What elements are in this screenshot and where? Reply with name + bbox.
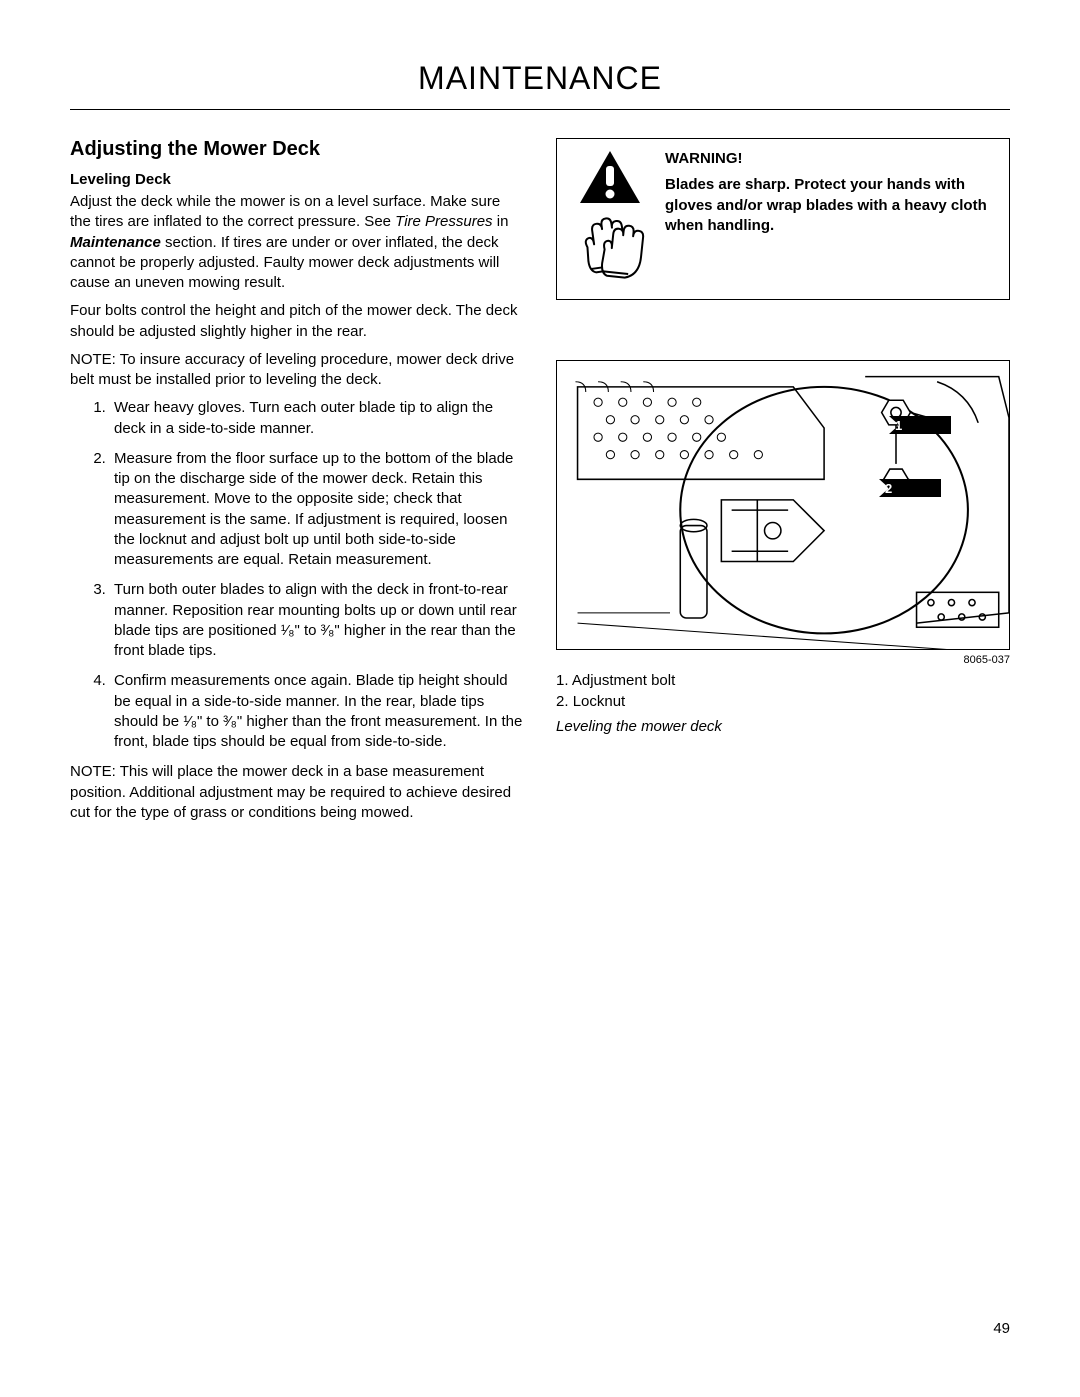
warning-icon-group bbox=[565, 149, 655, 287]
legend-1: Adjustment bolt bbox=[572, 672, 675, 689]
p1-ital: Tire Pressures bbox=[395, 213, 492, 230]
right-column: WARNING! Blades are sharp. Protect your … bbox=[556, 138, 1010, 831]
warning-body: Blades are sharp. Protect your hands wit… bbox=[665, 176, 987, 234]
warning-box: WARNING! Blades are sharp. Protect your … bbox=[556, 138, 1010, 300]
section-heading: Adjusting the Mower Deck bbox=[70, 138, 524, 161]
steps-list: Wear heavy gloves. Turn each outer blade… bbox=[70, 398, 524, 752]
intro-paragraph-1: Adjust the deck while the mower is on a … bbox=[70, 192, 524, 293]
sub-heading: Leveling Deck bbox=[70, 171, 524, 188]
step-2: Measure from the floor surface up to the… bbox=[110, 449, 524, 571]
figure-caption: Leveling the mower deck bbox=[556, 718, 1010, 735]
step-4: Confirm measurements once again. Blade t… bbox=[110, 671, 524, 752]
step-3: Turn both outer blades to align with the… bbox=[110, 580, 524, 661]
legend-2: Locknut bbox=[573, 693, 626, 710]
note-2: NOTE: This will place the mower deck in … bbox=[70, 762, 524, 823]
alert-triangle-icon bbox=[578, 149, 642, 205]
figure: 1 2 8065-037 1. Adjustment bolt 2. Lockn… bbox=[556, 360, 1010, 735]
figure-legend: 1. Adjustment bolt 2. Locknut bbox=[556, 670, 1010, 712]
p1-b: in bbox=[493, 213, 509, 230]
figure-code: 8065-037 bbox=[556, 654, 1010, 666]
deck-diagram-icon bbox=[557, 361, 1009, 649]
step-1: Wear heavy gloves. Turn each outer blade… bbox=[110, 398, 524, 439]
warning-text: WARNING! Blades are sharp. Protect your … bbox=[665, 149, 997, 236]
warning-title: WARNING! bbox=[665, 149, 997, 169]
intro-paragraph-2: Four bolts control the height and pitch … bbox=[70, 301, 524, 342]
page-title: MAINTENANCE bbox=[70, 60, 1010, 110]
p1-bital: Maintenance bbox=[70, 234, 161, 251]
left-column: Adjusting the Mower Deck Leveling Deck A… bbox=[70, 138, 524, 831]
page-number: 49 bbox=[993, 1320, 1010, 1337]
figure-frame: 1 2 bbox=[556, 360, 1010, 650]
note-1: NOTE: To insure accuracy of leveling pro… bbox=[70, 350, 524, 391]
gloves-icon bbox=[568, 209, 652, 287]
